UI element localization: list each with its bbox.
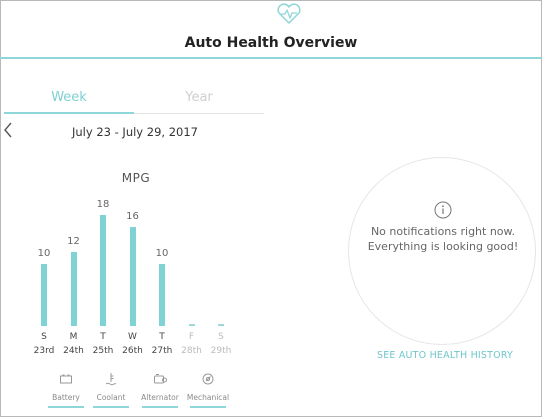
chart-bar — [159, 264, 165, 326]
x-tick-date: 23rd — [33, 346, 55, 356]
notification-message: No notifications right now. Everything i… — [367, 225, 519, 253]
chart-bar-empty — [188, 324, 195, 326]
heart-pulse-icon — [277, 3, 301, 24]
category-underline — [190, 406, 226, 408]
category-label: Mechanical — [186, 393, 230, 402]
chevron-left-icon[interactable] — [2, 122, 14, 138]
bar-value-label: 10 — [37, 248, 51, 260]
chart-title: MPG — [121, 171, 151, 185]
auto-health-history-link[interactable]: SEE AUTO HEALTH HISTORY — [376, 350, 514, 361]
x-tick-date: 24th — [63, 346, 84, 356]
x-tick-date: 25th — [92, 346, 114, 356]
notification-panel — [348, 157, 536, 345]
category-underline — [48, 406, 84, 408]
coolant-icon — [105, 373, 117, 386]
mechanical-gear-icon — [202, 373, 214, 385]
category-battery[interactable]: Battery — [40, 372, 92, 408]
chart-bar — [129, 227, 136, 326]
bar-value-label: 10 — [155, 248, 169, 260]
category-mechanical[interactable]: Mechanical — [182, 372, 234, 408]
header: Auto Health Overview — [0, 0, 542, 59]
x-tick-date: 27th — [151, 346, 173, 356]
page-title: Auto Health Overview — [184, 35, 358, 51]
x-tick-day: S — [218, 332, 224, 342]
category-coolant[interactable]: Coolant — [85, 372, 137, 408]
x-tick-day: T — [100, 332, 106, 342]
x-tick-date: 26th — [122, 346, 143, 356]
chart-bar — [41, 264, 47, 326]
x-tick-date: 29th — [210, 346, 232, 356]
category-label: Coolant — [96, 393, 126, 402]
chart-bar — [70, 252, 77, 326]
bar-value-label: 16 — [126, 211, 139, 223]
x-tick-day: F — [188, 332, 195, 342]
category-nav: Battery Coolant Alternator Mechanical — [40, 372, 240, 412]
chart-bar — [100, 215, 106, 326]
category-alternator[interactable]: Alternator — [134, 372, 186, 408]
alternator-icon — [154, 374, 167, 384]
tab-year[interactable]: Year — [134, 90, 264, 114]
category-underline — [93, 406, 129, 408]
category-underline — [142, 406, 178, 408]
x-tick-day: S — [41, 332, 47, 342]
bar-value-label: 12 — [67, 236, 80, 247]
chart-bar-empty — [218, 324, 224, 326]
info-icon — [434, 201, 452, 219]
battery-icon — [60, 374, 72, 384]
x-tick-day: W — [128, 332, 137, 342]
bar-value-label: 18 — [96, 199, 110, 210]
x-tick-day: M — [69, 332, 78, 342]
category-label: Alternator — [141, 393, 179, 402]
x-tick-date: 28th — [181, 346, 202, 356]
date-range: July 23 - July 29, 2017 — [72, 125, 198, 139]
x-tick-day: T — [159, 332, 165, 342]
tab-week[interactable]: Week — [4, 90, 134, 114]
category-label: Battery — [52, 393, 80, 402]
period-tabs: Week Year — [4, 90, 264, 116]
